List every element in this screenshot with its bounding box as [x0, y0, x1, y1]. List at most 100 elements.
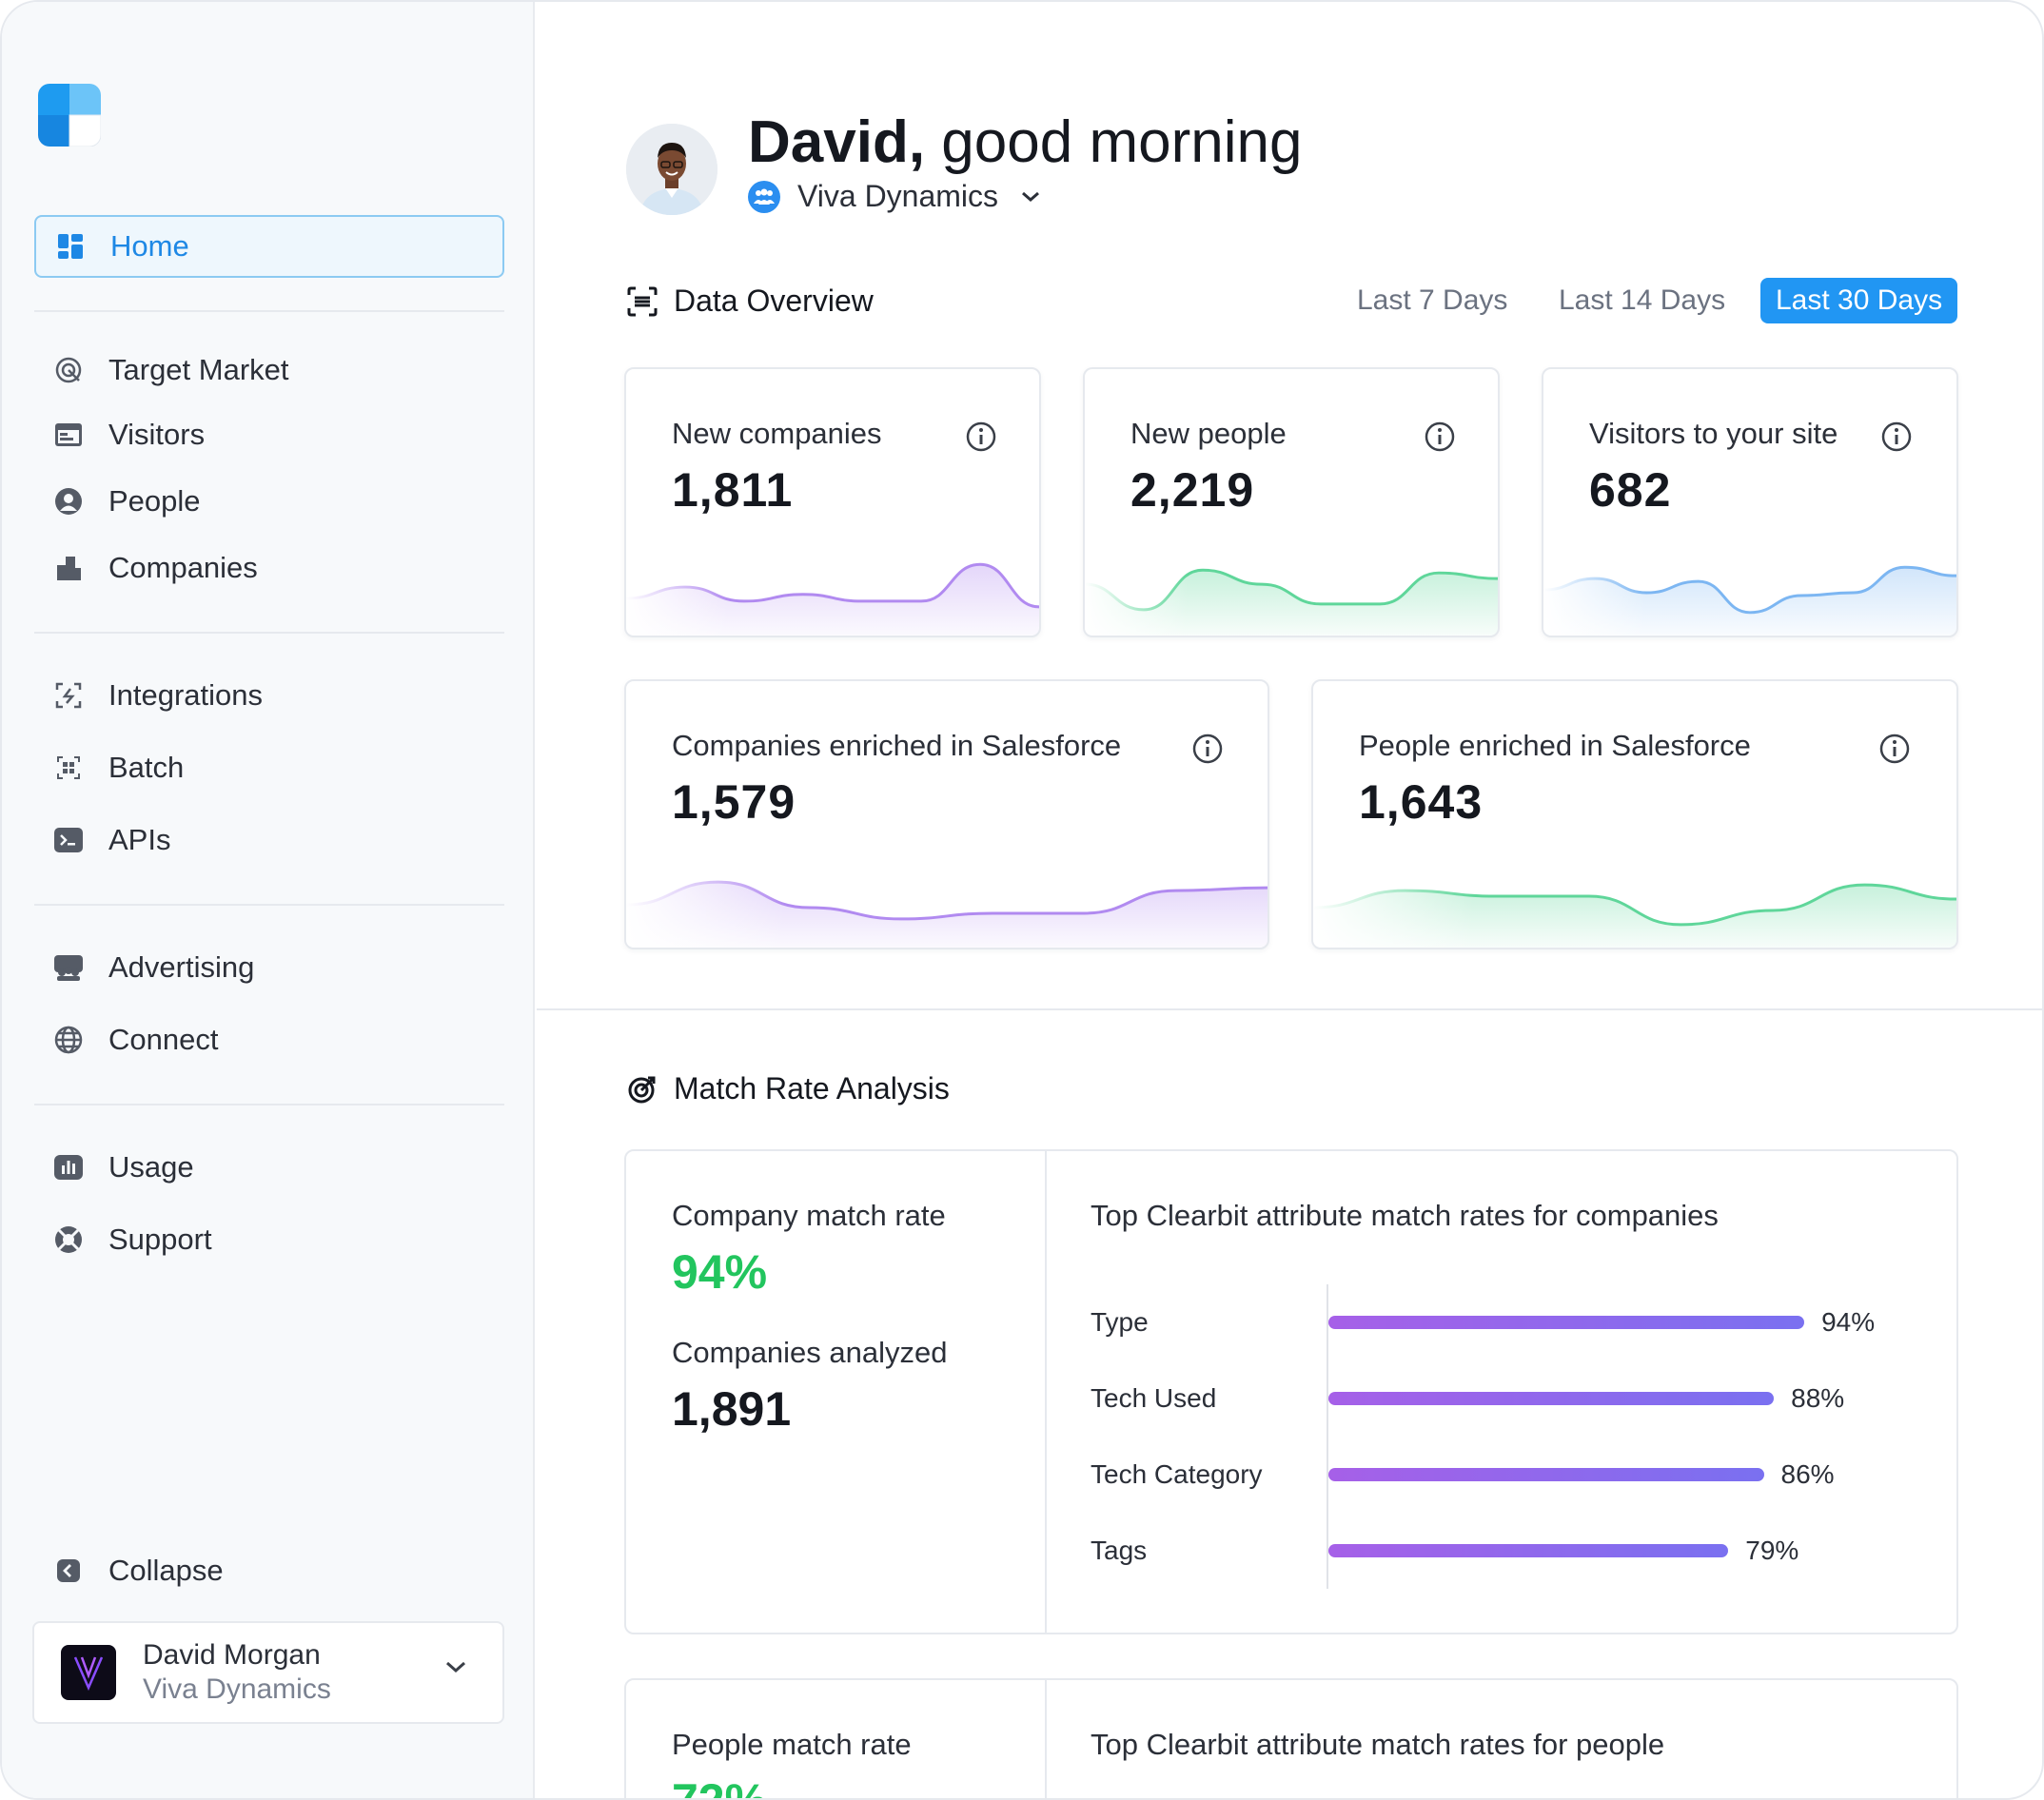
- sidebar-item-companies[interactable]: Companies: [34, 537, 504, 599]
- sidebar-item-integrations[interactable]: Integrations: [34, 664, 504, 727]
- bar-label: Type: [1091, 1307, 1149, 1337]
- sidebar-divider: [34, 1104, 504, 1105]
- collapse-button[interactable]: Collapse: [34, 1539, 504, 1602]
- avatar[interactable]: [626, 124, 717, 215]
- user-info: David Morgan Viva Dynamics: [143, 1638, 331, 1707]
- audience-icon: [53, 952, 84, 983]
- sparkline-chart: [626, 550, 1039, 636]
- bar-row: Type 94%: [1091, 1303, 1947, 1341]
- chevron-down-icon: [1022, 191, 1040, 202]
- browser-window-icon: [53, 420, 84, 450]
- sidebar-item-label: Support: [108, 1223, 212, 1256]
- org-logo-icon: [61, 1645, 116, 1700]
- bar-label: Tags: [1091, 1536, 1148, 1565]
- metric-card-people-salesforce[interactable]: People enriched in Salesforce 1,643: [1311, 679, 1958, 949]
- info-icon[interactable]: [1424, 421, 1456, 453]
- bar-label: Tech Category: [1091, 1459, 1263, 1489]
- metric-card-companies-salesforce[interactable]: Companies enriched in Salesforce 1,579: [624, 679, 1269, 949]
- sparkline-chart: [626, 862, 1268, 948]
- chart-axis: [1327, 1284, 1328, 1589]
- sidebar-item-advertising[interactable]: Advertising: [34, 936, 504, 999]
- sidebar-item-label: Companies: [108, 551, 258, 584]
- sparkline-fade: [1085, 550, 1498, 636]
- account-switcher[interactable]: David Morgan Viva Dynamics: [32, 1621, 504, 1724]
- bar: [1328, 1316, 1805, 1329]
- page-title: David, good morning: [748, 108, 1302, 177]
- metric-value: 1,643: [1359, 775, 1484, 829]
- sparkline-chart: [1543, 550, 1956, 636]
- companies-analyzed-label: Companies analyzed: [672, 1336, 948, 1369]
- companies-analyzed-value: 1,891: [672, 1382, 792, 1436]
- sidebar-divider: [34, 310, 504, 312]
- metric-label: People enriched in Salesforce: [1359, 729, 1751, 762]
- range-14-days[interactable]: Last 14 Days: [1559, 284, 1726, 316]
- info-icon[interactable]: [965, 421, 997, 453]
- team-icon: [748, 180, 780, 213]
- sidebar-item-label: APIs: [108, 823, 171, 856]
- info-icon[interactable]: [1880, 421, 1913, 453]
- metric-label: New companies: [672, 417, 882, 450]
- info-icon[interactable]: [1878, 733, 1911, 765]
- integrations-icon: [53, 680, 84, 711]
- sidebar-item-connect[interactable]: Connect: [34, 1008, 504, 1071]
- metric-label: New people: [1130, 417, 1287, 450]
- sidebar-item-label: Visitors: [108, 418, 206, 451]
- section-divider: [537, 1008, 2042, 1010]
- lifebuoy-icon: [53, 1224, 84, 1255]
- company-match-rate-value: 94%: [672, 1245, 768, 1299]
- org-selector[interactable]: Viva Dynamics: [748, 179, 1042, 214]
- user-org: Viva Dynamics: [143, 1673, 331, 1705]
- app-logo-icon[interactable]: [38, 84, 101, 147]
- metric-card-new-people[interactable]: New people 2,219: [1083, 367, 1500, 637]
- main-content: David, good morning Viva Dynamics Data O…: [537, 2, 2042, 1798]
- collapse-icon: [53, 1555, 84, 1586]
- chart-title: Top Clearbit attribute match rates for c…: [1091, 1199, 1719, 1232]
- sidebar-item-label: Batch: [108, 751, 185, 784]
- sidebar-item-visitors[interactable]: Visitors: [34, 403, 504, 466]
- chevron-down-icon: [446, 1661, 465, 1673]
- sidebar-divider: [34, 632, 504, 634]
- card-divider: [1045, 1680, 1047, 1798]
- metric-value: 1,811: [672, 463, 794, 517]
- match-rate-title: Match Rate Analysis: [626, 1071, 950, 1106]
- people-chart-title: Top Clearbit attribute match rates for p…: [1091, 1728, 1665, 1761]
- buildings-icon: [53, 553, 84, 583]
- target-icon: [626, 1073, 658, 1105]
- bar-row: Tech Used 88%: [1091, 1379, 1947, 1418]
- batch-icon: [53, 753, 84, 783]
- metric-value: 682: [1589, 463, 1672, 517]
- sidebar-item-apis[interactable]: APIs: [34, 809, 504, 871]
- sidebar-item-label: People: [108, 484, 201, 518]
- person-icon: [53, 486, 84, 517]
- people-match-rate-label: People match rate: [672, 1728, 912, 1761]
- sidebar: Home Target Market Visitors People Co: [2, 2, 535, 1798]
- dashboard-icon: [55, 231, 86, 262]
- sidebar-item-home[interactable]: Home: [34, 215, 504, 278]
- bar-row: Tags 79%: [1091, 1532, 1947, 1570]
- sidebar-item-people[interactable]: People: [34, 470, 504, 533]
- sidebar-item-target-market[interactable]: Target Market: [34, 339, 504, 401]
- sparkline-fade: [626, 550, 1039, 636]
- range-30-days[interactable]: Last 30 Days: [1760, 278, 1958, 323]
- people-match-card: People match rate 72% Top Clearbit attri…: [624, 1678, 1958, 1798]
- bar: [1328, 1392, 1775, 1405]
- section-title-text: Data Overview: [674, 284, 874, 318]
- bar-label: Tech Used: [1091, 1383, 1217, 1413]
- sidebar-item-label: Usage: [108, 1150, 194, 1184]
- section-title-text: Match Rate Analysis: [674, 1071, 950, 1105]
- collapse-label: Collapse: [108, 1554, 224, 1587]
- sidebar-item-support[interactable]: Support: [34, 1208, 504, 1271]
- sidebar-item-usage[interactable]: Usage: [34, 1136, 504, 1199]
- sidebar-item-label: Connect: [108, 1023, 219, 1056]
- bar-value-label: 94%: [1821, 1307, 1876, 1337]
- info-icon[interactable]: [1191, 733, 1224, 765]
- metric-card-visitors[interactable]: Visitors to your site 682: [1542, 367, 1958, 637]
- bar-row: Tech Category 86%: [1091, 1456, 1947, 1494]
- metric-card-new-companies[interactable]: New companies 1,811: [624, 367, 1041, 637]
- card-divider: [1045, 1151, 1047, 1633]
- sidebar-item-label: Integrations: [108, 678, 263, 712]
- org-name: Viva Dynamics: [797, 179, 999, 213]
- company-match-card: Company match rate 94% Companies analyze…: [624, 1149, 1958, 1634]
- range-7-days[interactable]: Last 7 Days: [1357, 284, 1508, 316]
- sidebar-item-batch[interactable]: Batch: [34, 736, 504, 799]
